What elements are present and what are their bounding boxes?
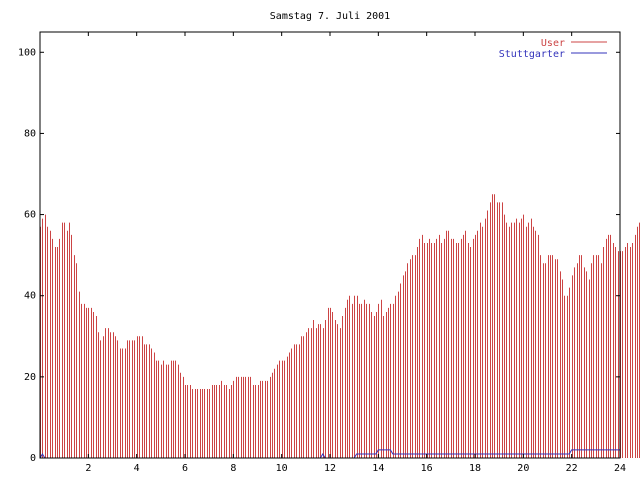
y-tick-label: 80 (24, 128, 36, 139)
y-axis: 0 20 40 60 80 100 (18, 47, 620, 464)
x-tick-label: 22 (566, 463, 578, 474)
x-tick-label: 8 (230, 463, 236, 474)
x-tick-label: 20 (517, 463, 529, 474)
legend-label-stuttgarter: Stuttgarter (499, 49, 565, 60)
legend: User Stuttgarter (499, 38, 607, 60)
chart-title: Samstag 7. Juli 2001 (270, 11, 390, 22)
x-tick-label: 14 (372, 463, 384, 474)
x-tick-label: 24 (614, 463, 626, 474)
legend-label-user: User (541, 38, 565, 49)
x-tick-label: 6 (182, 463, 188, 474)
x-tick-label: 16 (421, 463, 433, 474)
y-tick-label: 60 (24, 210, 36, 221)
y-tick-label: 0 (30, 453, 36, 464)
y-tick-label: 40 (24, 291, 36, 302)
y-tick-label: 20 (24, 372, 36, 383)
x-axis: 2 4 6 8 10 12 14 16 18 20 22 24 (85, 32, 626, 474)
x-tick-label: 4 (134, 463, 140, 474)
x-tick-label: 12 (324, 463, 336, 474)
x-tick-label: 18 (469, 463, 481, 474)
x-tick-label: 10 (276, 463, 288, 474)
x-tick-label: 2 (85, 463, 91, 474)
user-bars (40, 194, 640, 458)
y-tick-label: 100 (18, 47, 36, 58)
